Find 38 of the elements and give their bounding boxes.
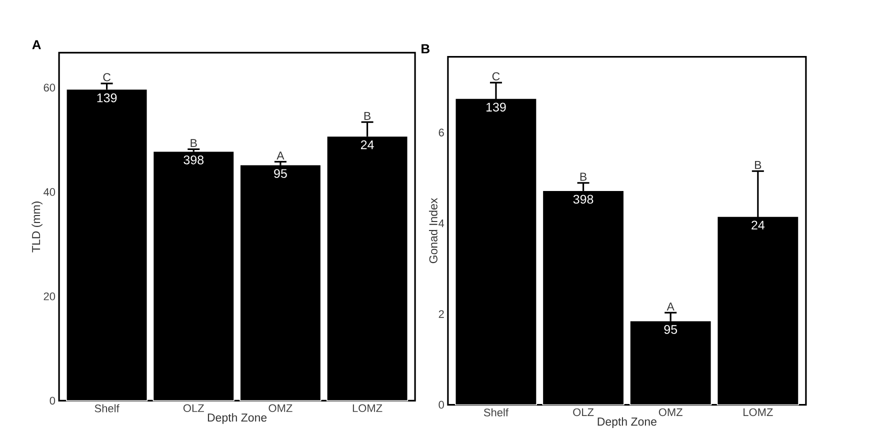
chart-title: A [32,40,41,50]
x-tick-label: OMZ [658,408,682,416]
y-tick-label: 4 [438,220,444,228]
annotation: 24 [360,140,374,150]
y-axis-title: TLD (mm) [32,202,42,252]
annotation: A [276,152,284,160]
annotation: 139 [486,102,506,112]
y-axis-title: Gonad Index [428,198,438,264]
annotation: 24 [752,220,765,230]
x-tick-label: OMZ [268,404,292,412]
x-axis-title: Depth Zone [598,417,656,428]
annotation: 95 [274,169,287,178]
x-tick-label: Shelf [94,404,120,412]
y-tick-label: 2 [438,310,444,318]
y-tick-label: 0 [50,396,56,405]
annotation: B [580,172,587,181]
annotation: 398 [184,156,204,164]
y-tick-label: 0 [438,400,444,409]
y-tick-label: 40 [44,188,56,196]
annotation: C [103,73,111,82]
x-axis-title: Depth Zone [208,413,267,424]
x-tick-label: Shelf [484,408,509,416]
x-tick-label: OLZ [183,404,204,412]
annotation: A [666,302,674,310]
annotation: 95 [664,325,678,334]
annotation: B [190,139,197,148]
x-tick-label: OLZ [573,408,594,416]
x-tick-label: LOMZ [352,404,382,412]
y-tick-label: 60 [44,84,56,92]
x-tick-label: LOMZ [744,408,773,416]
annotation: 139 [97,93,117,102]
annotation: B [755,161,762,169]
chart-title: B [422,44,430,54]
annotation: B [364,112,371,120]
y-tick-label: 20 [44,292,56,300]
y-tick-label: 6 [438,128,444,136]
annotation: C [492,72,500,80]
annotation: 398 [573,194,594,204]
